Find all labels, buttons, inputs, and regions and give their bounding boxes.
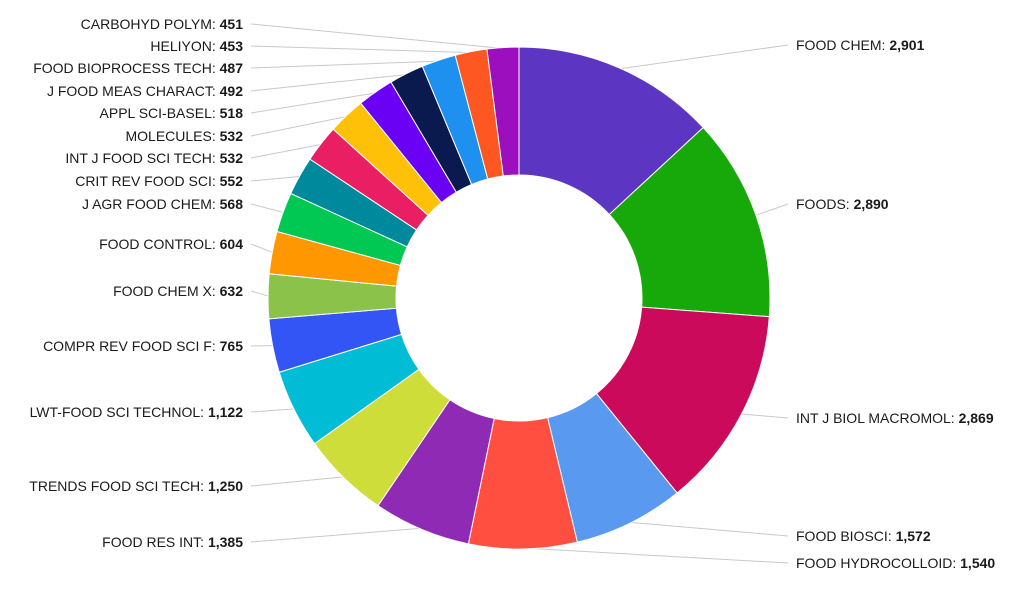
label-j-food-meas-charact: J FOOD MEAS CHARACT: 492 <box>47 83 243 99</box>
label-value: 2,901 <box>889 37 924 53</box>
label-name: FOOD RES INT: <box>102 534 208 550</box>
leader-line-molecules <box>250 115 348 137</box>
label-name: LWT-FOOD SCI TECHNOL: <box>30 404 208 420</box>
label-appl-sci-basel: APPL SCI-BASEL: 518 <box>100 105 244 121</box>
leader-line-appl-sci-basel <box>250 92 377 114</box>
label-name: INT J FOOD SCI TECH: <box>65 150 219 166</box>
label-value: 1,122 <box>208 404 243 420</box>
label-name: CARBOHYD POLYM: <box>81 16 220 32</box>
label-name: INT J BIOL MACROMOL: <box>796 410 959 426</box>
label-value: 518 <box>220 105 244 121</box>
leader-line-food-res-int <box>250 527 422 543</box>
donut-slices <box>267 46 771 550</box>
label-name: CRIT REV FOOD SCI: <box>75 173 219 189</box>
slice-foods <box>608 126 771 318</box>
label-name: COMPR REV FOOD SCI F: <box>43 338 220 354</box>
label-name: MOLECULES: <box>126 128 220 144</box>
label-food-res-int: FOOD RES INT: 1,385 <box>102 534 243 550</box>
label-molecules: MOLECULES: 532 <box>126 128 244 144</box>
leader-line-crit-rev-food-sci <box>250 175 301 182</box>
leader-line-food-control <box>250 243 274 254</box>
label-heliyon: HELIYON: 453 <box>150 38 243 54</box>
label-name: FOOD CHEM X: <box>113 283 220 299</box>
label-name: FOOD BIOPROCESS TECH: <box>33 60 219 76</box>
label-value: 604 <box>220 236 244 252</box>
label-food-chem: FOOD CHEM: 2,901 <box>796 37 925 53</box>
slice-carbohyd-polym <box>486 46 520 177</box>
label-name: TRENDS FOOD SCI TECH: <box>29 478 208 494</box>
label-int-j-food-sci-tech: INT J FOOD SCI TECH: 532 <box>65 150 243 166</box>
leader-line-int-j-food-sci-tech <box>250 143 322 159</box>
label-value: 1,572 <box>896 528 931 544</box>
label-food-control: FOOD CONTROL: 604 <box>99 236 243 252</box>
label-value: 568 <box>220 196 244 212</box>
label-food-bioprocess-tech: FOOD BIOPROCESS TECH: 487 <box>33 60 243 76</box>
label-value: 532 <box>220 128 244 144</box>
leader-line-food-chem-x <box>250 290 270 297</box>
label-value: 1,385 <box>208 534 243 550</box>
slice-food-chem <box>518 46 704 216</box>
label-food-biosci: FOOD BIOSCI: 1,572 <box>796 528 931 544</box>
label-compr-rev-food-sci-f: COMPR REV FOOD SCI F: 765 <box>43 338 243 354</box>
leader-lines <box>250 23 789 564</box>
label-value: 2,869 <box>959 410 994 426</box>
leader-line-food-hydrocolloid <box>522 547 789 564</box>
label-name: FOODS: <box>796 196 854 212</box>
label-value: 487 <box>220 60 244 76</box>
leader-line-food-chem <box>619 44 789 70</box>
label-value: 632 <box>220 283 244 299</box>
leader-line-carbohyd-polym <box>250 23 504 50</box>
label-name: FOOD CONTROL: <box>99 236 220 252</box>
label-name: HELIYON: <box>150 38 219 54</box>
label-value: 492 <box>220 83 244 99</box>
leader-line-j-food-meas-charact <box>250 74 407 92</box>
label-j-agr-food-chem: J AGR FOOD CHEM: 568 <box>82 196 243 212</box>
label-int-j-biol-macromol: INT J BIOL MACROMOL: 2,869 <box>796 410 994 426</box>
label-value: 2,890 <box>854 196 889 212</box>
label-value: 453 <box>220 38 244 54</box>
label-foods: FOODS: 2,890 <box>796 196 889 212</box>
label-name: J AGR FOOD CHEM: <box>82 196 220 212</box>
label-value: 552 <box>220 173 244 189</box>
label-name: APPL SCI-BASEL: <box>100 105 220 121</box>
label-food-hydrocolloid: FOOD HYDROCOLLOID: 1,540 <box>796 555 995 571</box>
label-name: J FOOD MEAS CHARACT: <box>47 83 220 99</box>
leader-line-int-j-biol-macromol <box>740 413 789 419</box>
label-value: 765 <box>220 338 244 354</box>
label-value: 1,250 <box>208 478 243 494</box>
leader-line-foods <box>754 203 789 217</box>
leader-line-food-biosci <box>629 521 789 537</box>
label-value: 1,540 <box>960 555 995 571</box>
label-lwt-food-sci-technol: LWT-FOOD SCI TECHNOL: 1,122 <box>30 404 244 420</box>
label-name: FOOD CHEM: <box>796 37 889 53</box>
leader-line-trends-food-sci-tech <box>250 476 345 487</box>
leader-line-j-agr-food-chem <box>250 203 285 214</box>
label-trends-food-sci-tech: TRENDS FOOD SCI TECH: 1,250 <box>29 478 243 494</box>
leader-line-heliyon <box>250 45 472 54</box>
label-food-chem-x: FOOD CHEM X: 632 <box>113 283 243 299</box>
label-value: 451 <box>220 16 244 32</box>
slice-labels: FOOD CHEM: 2,901 FOODS: 2,890 INT J BIOL M… <box>29 16 995 571</box>
label-name: FOOD HYDROCOLLOID: <box>796 555 960 571</box>
label-carbohyd-polym: CARBOHYD POLYM: 451 <box>81 16 244 32</box>
label-name: FOOD BIOSCI: <box>796 528 896 544</box>
leader-line-lwt-food-sci-technol <box>250 408 295 413</box>
leader-line-food-bioprocess-tech <box>250 60 439 69</box>
label-crit-rev-food-sci: CRIT REV FOOD SCI: 552 <box>75 173 243 189</box>
label-value: 532 <box>220 150 244 166</box>
